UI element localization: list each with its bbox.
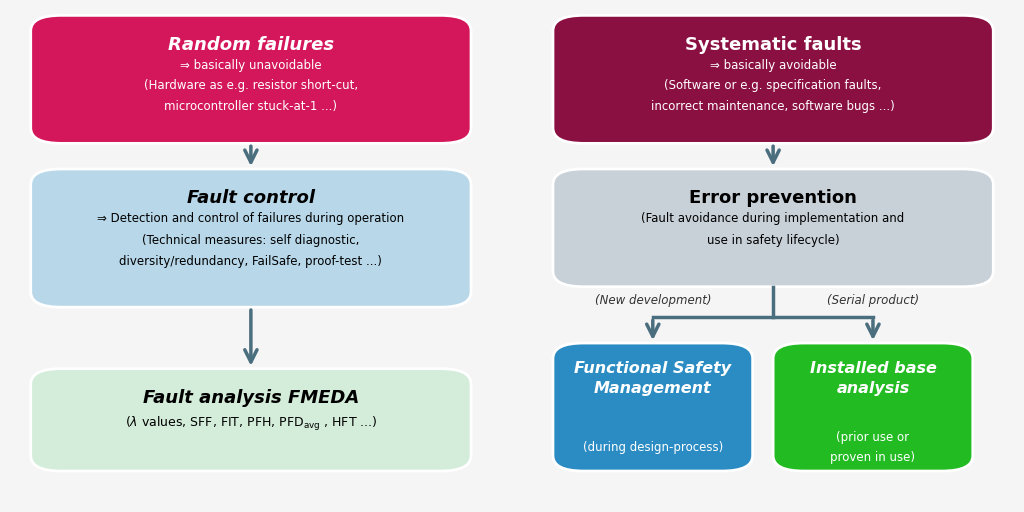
- Text: (Hardware as e.g. resistor short-cut,: (Hardware as e.g. resistor short-cut,: [143, 79, 358, 92]
- Text: Fault control: Fault control: [186, 189, 315, 207]
- FancyBboxPatch shape: [31, 169, 471, 307]
- FancyBboxPatch shape: [773, 343, 973, 471]
- FancyBboxPatch shape: [31, 369, 471, 471]
- Text: microcontroller stuck-at-1 ...): microcontroller stuck-at-1 ...): [165, 100, 337, 113]
- Text: ⇒ basically avoidable: ⇒ basically avoidable: [710, 59, 837, 72]
- FancyBboxPatch shape: [31, 15, 471, 143]
- Text: use in safety lifecycle): use in safety lifecycle): [707, 234, 840, 247]
- FancyBboxPatch shape: [553, 15, 993, 143]
- Text: Systematic faults: Systematic faults: [685, 36, 861, 54]
- Text: incorrect maintenance, software bugs ...): incorrect maintenance, software bugs ...…: [651, 100, 895, 113]
- Text: (New development): (New development): [595, 294, 711, 307]
- Text: Fault analysis FMEDA: Fault analysis FMEDA: [142, 389, 359, 407]
- Text: proven in use): proven in use): [830, 451, 915, 464]
- Text: Error prevention: Error prevention: [689, 189, 857, 207]
- FancyBboxPatch shape: [553, 343, 753, 471]
- Text: (Technical measures: self diagnostic,: (Technical measures: self diagnostic,: [142, 234, 359, 247]
- Text: diversity/redundancy, FailSafe, proof-test ...): diversity/redundancy, FailSafe, proof-te…: [120, 255, 382, 268]
- Text: Installed base
analysis: Installed base analysis: [810, 361, 936, 396]
- Text: (prior use or: (prior use or: [837, 431, 909, 444]
- Text: (Fault avoidance during implementation and: (Fault avoidance during implementation a…: [641, 212, 905, 225]
- Text: (Serial product): (Serial product): [827, 294, 919, 307]
- FancyBboxPatch shape: [553, 169, 993, 287]
- Text: (during design-process): (during design-process): [583, 441, 723, 455]
- Text: Random failures: Random failures: [168, 36, 334, 54]
- Text: (Software or e.g. specification faults,: (Software or e.g. specification faults,: [665, 79, 882, 92]
- Text: ($\lambda$ values, SFF, FIT, PFH, PFD$_{\mathregular{avg}}$ , HFT ...): ($\lambda$ values, SFF, FIT, PFH, PFD$_{…: [125, 415, 377, 433]
- Text: ⇒ Detection and control of failures during operation: ⇒ Detection and control of failures duri…: [97, 212, 404, 225]
- Text: ⇒ basically unavoidable: ⇒ basically unavoidable: [180, 59, 322, 72]
- Text: Functional Safety
Management: Functional Safety Management: [574, 361, 731, 396]
